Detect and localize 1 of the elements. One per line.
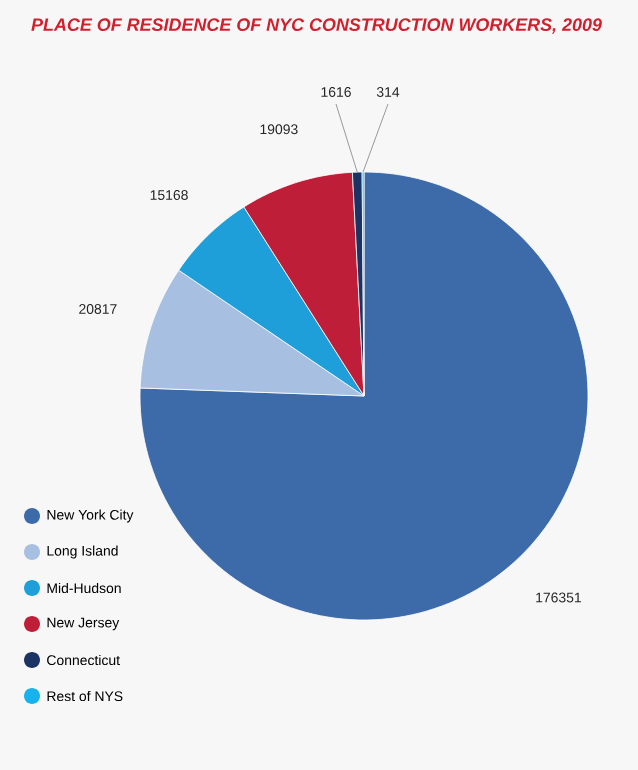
chart-title: PLACE OF RESIDENCE OF NYC CONSTRUCTION WORKERS, 2009 [31,18,602,34]
